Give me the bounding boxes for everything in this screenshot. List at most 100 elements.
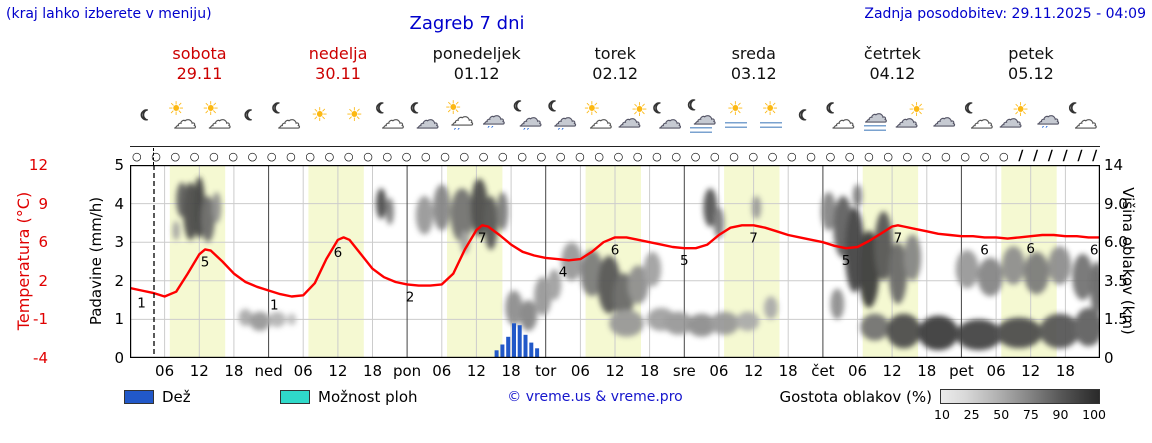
circle-marker: ○	[189, 149, 200, 163]
moon-icon: ☾	[825, 101, 839, 117]
meteogram-chart: 1 5 1 6 2 7 4 6 5 7 5 7 6 6 6	[130, 165, 1100, 358]
cloud-density-gradient	[940, 389, 1100, 404]
cloud-icon: ☁	[1036, 104, 1060, 130]
temp-value-label: 5	[680, 253, 689, 269]
rain-bar	[506, 336, 511, 358]
page-title: Zagreb 7 dni	[409, 13, 525, 34]
circle-marker: ○	[632, 149, 643, 163]
cloud-icon: ☁	[553, 106, 577, 132]
weather-icon-moon: ☾	[130, 97, 165, 144]
moon-icon: ☾	[964, 101, 978, 117]
last-update-label: Zadnja posodobitev: 29.11.2025 - 04:09	[864, 6, 1146, 22]
x-tick-label: pet	[949, 362, 974, 380]
cloud-icon: ☁	[519, 106, 543, 132]
sun-icon: ☀	[631, 99, 649, 121]
x-tick-label: 18	[917, 362, 937, 380]
x-tick-label: tor	[535, 362, 557, 380]
temp-value-label: 5	[842, 253, 851, 269]
day-header-četrtek: četrtek 04.12	[823, 44, 962, 84]
x-tick-label: 06	[155, 362, 175, 380]
rain-swatch	[124, 390, 154, 404]
day-date: 02.12	[592, 64, 639, 83]
cloud-icon: ☁	[173, 108, 197, 134]
weather-icon-cloud-sun: ☀ ☁	[615, 97, 650, 144]
weather-icon-cloud-sun: ☀ ☁	[996, 97, 1031, 144]
wind-barb-icon: ∕	[1062, 148, 1068, 164]
weather-icon-fog-night: ☾ ☁	[684, 97, 719, 144]
current-time-line-top	[153, 148, 154, 165]
sun-icon: ☀	[345, 104, 363, 126]
weather-icon-moon-cloud: ☾ ☁	[269, 97, 304, 144]
day-header-sreda: sreda 03.12	[684, 44, 823, 84]
sun-icon: ☀	[1012, 99, 1030, 121]
rain-bar	[535, 348, 540, 358]
x-tick-label: 12	[605, 362, 625, 380]
x-tick-label: 18	[778, 362, 798, 380]
weather-icon-moon-cloud: ☾ ☁	[961, 97, 996, 144]
daylight-band	[308, 165, 364, 358]
day-date: 01.12	[453, 64, 500, 83]
weather-icon-fog-sun: ☀	[754, 97, 789, 144]
day-name: petek	[1008, 44, 1054, 63]
sun-icon: ☀	[311, 104, 329, 126]
cloud-icon: ☁	[416, 108, 440, 134]
cloud-icon: ☁	[589, 108, 613, 134]
precip-tick-label: 4	[114, 194, 124, 213]
density-tick-label: 90	[1052, 407, 1069, 422]
cloud-density-layer	[172, 176, 1100, 351]
weather-icon-moon-cloud-gray: ☾ ☁	[650, 97, 685, 144]
rain-drops-icon: ′′	[557, 127, 565, 138]
wind-barb-icon: ∕	[1047, 148, 1053, 164]
wind-barb-icon: ∕	[1018, 148, 1024, 164]
day-name: ponedeljek	[432, 44, 521, 63]
circle-marker: ○	[536, 149, 547, 163]
wind-barb-icon: ∕	[1077, 148, 1083, 164]
density-tick-label: 100	[1082, 407, 1106, 422]
cloud-icon: ☁	[381, 108, 405, 134]
day-header-petek: petek 05.12	[961, 44, 1100, 84]
cloud-icon: ☁	[693, 104, 717, 130]
menu-note: (kraj lahko izberete v meniju)	[6, 6, 212, 22]
cloud-icon: ☁	[658, 108, 682, 134]
cloud-icon: ☁	[277, 108, 301, 134]
x-tick-label: 18	[362, 362, 383, 380]
circle-marker: ○	[941, 149, 951, 163]
temp-value-label: 2	[406, 290, 415, 306]
x-tick-label: 12	[466, 362, 486, 380]
circle-marker: ○	[151, 149, 161, 163]
circle-marker: ○	[324, 149, 335, 163]
circle-marker: ○	[382, 149, 393, 163]
temp-tick-label: -4	[33, 349, 48, 367]
circle-marker: ○	[652, 149, 662, 163]
weather-icon-moon-cloud-gray: ☾ ☁	[407, 97, 442, 144]
density-tick-label: 25	[963, 407, 980, 422]
fog-icon	[863, 125, 886, 134]
weather-icon-sun-cloud: ☀ ☁	[580, 97, 615, 144]
moon-icon: ☾	[1068, 101, 1082, 117]
cloud-icon: ☁	[932, 106, 956, 132]
moon-icon: ☾	[410, 101, 424, 117]
weather-icon-cloud-drizzle: ☁ ′′	[476, 97, 511, 144]
temp-tick-label: 6	[38, 233, 48, 252]
weather-icon-sun-cloud: ☀ ☁	[199, 97, 234, 144]
precip-tick-label: 0	[114, 349, 124, 367]
precip-tick-label: 1	[114, 310, 124, 329]
weather-icon-cloud-drizzle: ☁ ′′	[1031, 97, 1066, 144]
cloud-tick-label: 6.0	[1104, 233, 1128, 252]
temp-value-label: 7	[749, 230, 758, 246]
weather-icon-sun-cloud: ☀ ☁	[165, 97, 200, 144]
day-date: 04.12	[869, 64, 916, 83]
precip-tick-label: 3	[114, 233, 124, 252]
circle-marker: ○	[767, 149, 778, 163]
temp-value-label: 5	[201, 254, 210, 270]
weather-icon-moon: ☾	[234, 97, 269, 144]
circle-marker: ○	[266, 149, 277, 163]
weather-icon-sun: ☀	[338, 97, 373, 144]
sun-icon: ☀	[761, 98, 779, 120]
copyright-link[interactable]: © vreme.us & vreme.pro	[507, 389, 683, 405]
temperature-line	[130, 224, 1100, 298]
temp-tick-label: 2	[38, 271, 48, 290]
circle-marker: ○	[132, 149, 142, 163]
rain-bar	[517, 325, 522, 358]
